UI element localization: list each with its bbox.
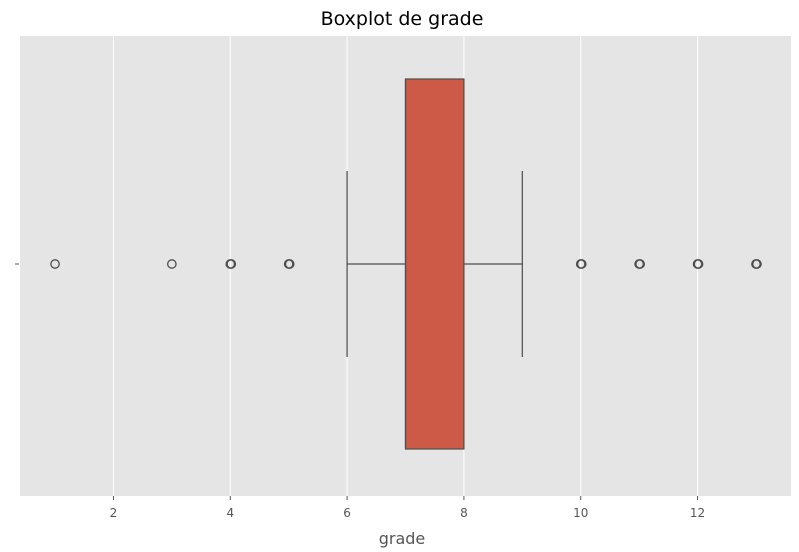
iqr-box: [404, 78, 465, 450]
outlier-point: [576, 259, 587, 269]
x-tick-label: 10: [573, 506, 588, 520]
x-tick-label: 2: [110, 506, 118, 520]
x-tick-label: 8: [460, 506, 468, 520]
outlier-point: [167, 259, 177, 269]
outlier-point: [635, 259, 645, 269]
outlier-points: [50, 259, 762, 269]
axis-ticks: 2 4 6 8 10 12: [15, 263, 705, 520]
x-tick-label: 6: [343, 506, 351, 520]
outlier-point: [226, 259, 237, 269]
x-axis-label: grade: [379, 529, 426, 548]
box-group: [346, 78, 523, 450]
outlier-point: [752, 259, 762, 269]
outlier-point: [50, 259, 60, 269]
outlier-point: [284, 259, 295, 269]
chart-title: Boxplot de grade: [321, 8, 484, 30]
x-tick-label: 12: [690, 506, 705, 520]
x-tick-label: 4: [226, 506, 234, 520]
outlier-point: [693, 259, 704, 269]
